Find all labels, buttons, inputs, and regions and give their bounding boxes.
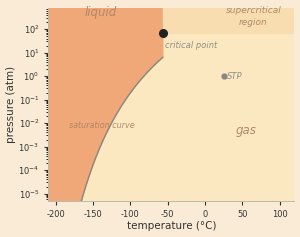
Text: saturation curve: saturation curve — [69, 121, 135, 130]
X-axis label: temperature (°C): temperature (°C) — [127, 221, 216, 232]
Y-axis label: pressure (atm): pressure (atm) — [6, 66, 16, 143]
Polygon shape — [48, 8, 163, 207]
Text: gas: gas — [236, 124, 256, 137]
Text: supercritical
region: supercritical region — [226, 6, 281, 27]
Polygon shape — [163, 8, 294, 32]
Text: STP: STP — [226, 72, 242, 81]
Text: liquid: liquid — [85, 6, 117, 19]
Text: critical point: critical point — [165, 41, 217, 50]
